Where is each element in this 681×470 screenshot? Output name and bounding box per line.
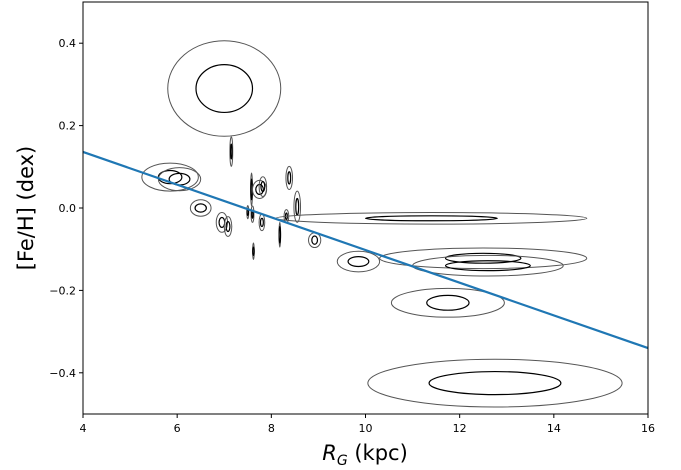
- cluster-5-inner-error-ellipse: [194, 203, 207, 213]
- y-tick-label: 0.2: [59, 120, 77, 133]
- x-tick-label: 6: [174, 422, 181, 435]
- cluster-17-outer-error-ellipse: [285, 165, 294, 190]
- cluster-24-outer-error-ellipse: [390, 287, 505, 318]
- cluster-13-outer-error-ellipse: [258, 176, 268, 197]
- cluster-11-inner-error-ellipse: [252, 246, 255, 256]
- cluster-6-outer-error-ellipse: [215, 212, 229, 233]
- plot-area: [83, 2, 648, 414]
- cluster-22-outer-error-ellipse: [379, 247, 588, 270]
- cluster-7-inner-error-ellipse: [225, 220, 231, 233]
- plot-marks: [83, 40, 648, 408]
- cluster-23-inner-error-ellipse: [444, 260, 531, 272]
- cluster-22-inner-error-ellipse: [444, 252, 522, 264]
- y-axis-label: [Fe/H] (dex): [14, 146, 38, 270]
- gradient-fit-line: [83, 150, 648, 350]
- cluster-21-outer-error-ellipse: [336, 250, 381, 273]
- cluster-13-inner-error-ellipse: [260, 181, 266, 193]
- y-tick-label: 0.4: [59, 37, 77, 50]
- cluster-21-inner-error-ellipse: [347, 256, 370, 268]
- x-axis-ticks: 4 6 8 10 12 14 16: [80, 414, 655, 435]
- cluster-3-outer-error-ellipse: [141, 162, 199, 192]
- cluster-1-outer-error-ellipse: [167, 40, 282, 137]
- x-tick-label: 10: [359, 422, 373, 435]
- cluster-14-inner-error-ellipse: [259, 217, 264, 228]
- cluster-15-inner-error-ellipse: [278, 225, 282, 244]
- cluster-25-outer-error-ellipse: [367, 358, 623, 408]
- y-tick-label: −0.2: [49, 284, 76, 297]
- cluster-24-inner-error-ellipse: [426, 294, 470, 311]
- x-tick-label: 14: [547, 422, 561, 435]
- y-tick-label: −0.4: [49, 367, 76, 380]
- y-axis-ticks: −0.4 −0.2 0.0 0.2 0.4: [49, 37, 83, 380]
- cluster-10-outer-error-ellipse: [250, 205, 255, 223]
- cluster-1-inner-error-ellipse: [195, 64, 254, 114]
- x-tick-label: 12: [453, 422, 467, 435]
- cluster-5-outer-error-ellipse: [189, 199, 212, 217]
- x-tick-label: 16: [641, 422, 655, 435]
- cluster-20-inner-error-ellipse: [364, 215, 498, 222]
- cluster-25-inner-error-ellipse: [428, 370, 562, 396]
- cluster-7-outer-error-ellipse: [223, 216, 233, 237]
- cluster-2-inner-error-ellipse: [230, 143, 233, 160]
- x-tick-label: 4: [80, 422, 87, 435]
- cluster-17-inner-error-ellipse: [287, 171, 292, 185]
- y-tick-label: 0.0: [59, 202, 77, 215]
- x-axis-label: RG (kpc): [322, 441, 408, 469]
- cluster-2-outer-error-ellipse: [229, 136, 234, 167]
- cluster-19-inner-error-ellipse: [311, 235, 319, 245]
- cluster-18-outer-error-ellipse: [293, 190, 302, 223]
- x-tick-label: 8: [268, 422, 275, 435]
